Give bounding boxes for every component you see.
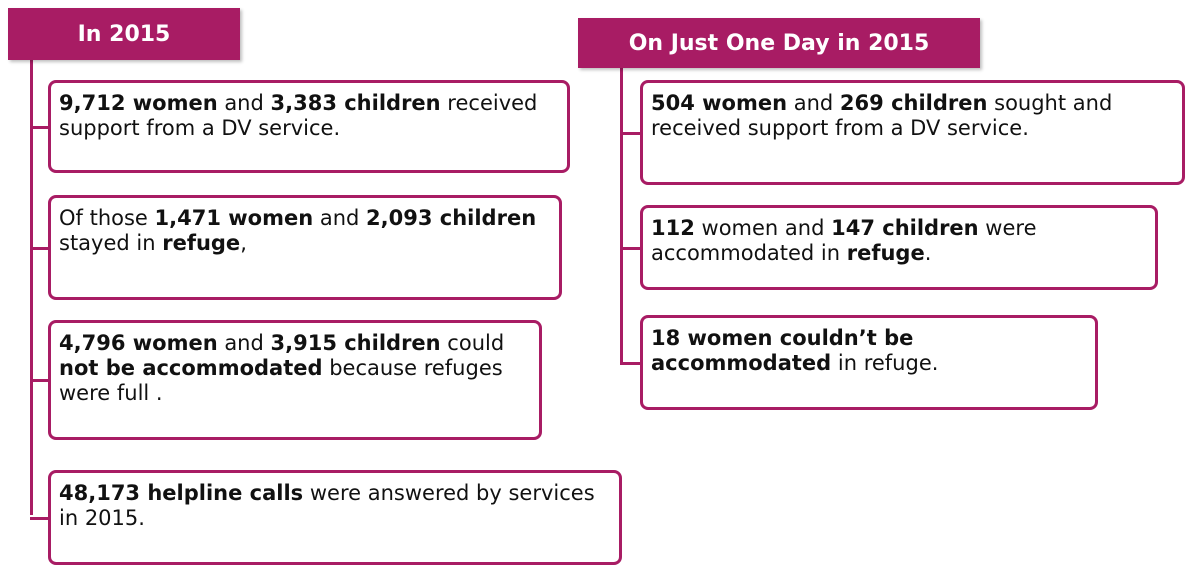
stat-box: 48,173 helpline calls were answered by s… bbox=[48, 470, 622, 565]
text: were accommodated in bbox=[651, 216, 1037, 265]
text: , bbox=[240, 231, 247, 255]
text: could bbox=[440, 331, 505, 355]
stat-box: Of those 1,471 women and 2,093 children … bbox=[48, 195, 562, 300]
column-header: In 2015 bbox=[8, 8, 240, 60]
connector-tick bbox=[620, 246, 642, 250]
text: sought and received support from a DV se… bbox=[651, 91, 1113, 140]
connector-tick bbox=[620, 361, 642, 365]
text: Of those bbox=[59, 206, 155, 230]
bold-text: 9,712 women bbox=[59, 91, 218, 115]
text: and bbox=[787, 91, 840, 115]
bold-text: 2,093 children bbox=[366, 206, 537, 230]
connector-line bbox=[30, 60, 33, 515]
bold-text: refuge bbox=[162, 231, 241, 255]
stat-box: 112 women and 147 children were accommod… bbox=[640, 205, 1158, 290]
text: stayed in bbox=[59, 231, 163, 255]
bold-text: 3,915 children bbox=[270, 331, 441, 355]
text: and bbox=[217, 91, 271, 115]
connector-tick bbox=[30, 516, 50, 520]
connector-tick bbox=[30, 246, 50, 250]
text: because refuges were full . bbox=[59, 356, 503, 405]
text: . bbox=[924, 241, 932, 265]
text: and bbox=[217, 331, 271, 355]
bold-text: 4,796 women bbox=[59, 331, 218, 355]
bold-text: not be accommodated bbox=[59, 356, 323, 380]
column-header: On Just One Day in 2015 bbox=[578, 18, 980, 68]
text: and bbox=[313, 206, 367, 230]
bold-text: 1,471 women bbox=[154, 206, 314, 230]
connector-tick bbox=[30, 379, 50, 382]
stat-box: 18 women couldn’t be accommodated in ref… bbox=[640, 315, 1098, 410]
bold-text: 504 women bbox=[651, 91, 788, 115]
connector-tick bbox=[620, 131, 642, 135]
text: received support from a DV service. bbox=[59, 91, 538, 140]
bold-text: refuge bbox=[846, 241, 925, 265]
text: women and bbox=[694, 216, 832, 240]
bold-text: 48,173 helpline calls bbox=[59, 481, 304, 505]
bold-text: 269 children bbox=[839, 91, 988, 115]
text: were answered by services in 2015. bbox=[59, 481, 595, 530]
stat-box: 9,712 women and 3,383 children received … bbox=[48, 80, 570, 173]
bold-text: 147 children bbox=[831, 216, 979, 240]
bold-text: 3,383 children bbox=[270, 91, 441, 115]
connector-tick bbox=[30, 125, 50, 129]
bold-text: 18 women couldn’t be accommodated bbox=[651, 326, 914, 375]
bold-text: 112 bbox=[651, 216, 695, 240]
text: in refuge. bbox=[831, 351, 939, 375]
connector-line bbox=[620, 68, 623, 365]
stat-box: 504 women and 269 children sought and re… bbox=[640, 80, 1185, 185]
stat-box: 4,796 women and 3,915 children could not… bbox=[48, 320, 542, 440]
